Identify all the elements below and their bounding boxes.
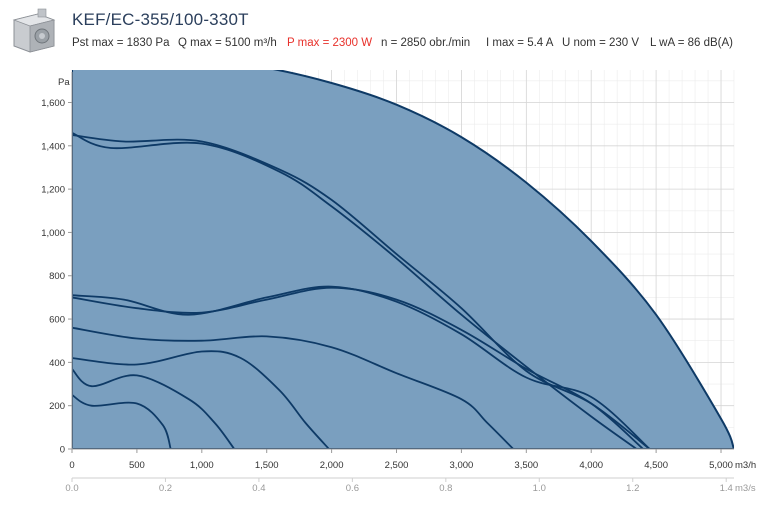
y-tick-label: 200 — [49, 401, 65, 412]
spec-p-max: P max = 2300 W — [287, 37, 373, 49]
axes — [71, 72, 734, 479]
performance-curve — [72, 350, 330, 449]
y-tick-label: 1,000 — [41, 228, 65, 239]
x2-tick-label: 0.8 — [439, 483, 452, 494]
x2-tick-label: 0.2 — [159, 483, 172, 494]
performance-curve — [72, 286, 644, 449]
performance-curve — [72, 394, 172, 449]
y-tick-label: 1,200 — [41, 185, 65, 196]
y-axis-ticks: 0 200 400 600 800 1,000 1,200 1,400 1,600 — [41, 98, 72, 456]
spec-n: n = 2850 obr./min — [381, 37, 471, 49]
performance-curve — [72, 368, 236, 449]
y-tick-label: 0 — [60, 445, 65, 456]
x2-tick-label: 1.4 — [720, 483, 733, 494]
x-tick-label: 4,000 — [579, 460, 603, 471]
x-tick-label: 2,000 — [320, 460, 344, 471]
x2-tick-label: 0.4 — [252, 483, 265, 494]
x-tick-label: 0 — [69, 460, 74, 471]
x-tick-label: 5,000 — [709, 460, 733, 471]
y-tick-label: 1,600 — [41, 98, 65, 109]
x-tick-label: 2,500 — [385, 460, 409, 471]
spec-u-nom: U nom = 230 V — [562, 37, 640, 49]
x-tick-label: 3,000 — [450, 460, 474, 471]
spec-pst-max: Pst max = 1830 Pa — [72, 37, 170, 49]
y-tick-label: 1,400 — [41, 141, 65, 152]
performance-curve — [72, 326, 514, 449]
x-tick-label: 500 — [129, 460, 145, 471]
product-thumbnail — [8, 8, 60, 54]
y-axis-label: Pa — [58, 77, 70, 88]
x2-tick-label: 1.0 — [533, 483, 546, 494]
x-tick-label: 4,500 — [644, 460, 668, 471]
x2-tick-label: 0.0 — [65, 483, 78, 494]
x2-tick-label: 0.6 — [346, 483, 359, 494]
x2-tick-label: 1.2 — [626, 483, 639, 494]
x-tick-label: 1,500 — [255, 460, 279, 471]
model-title: KEF/EC-355/100-330T — [72, 10, 249, 29]
spec-i-max: I max = 5.4 A — [486, 37, 554, 49]
performance-curves — [72, 131, 651, 449]
performance-curve — [72, 134, 651, 449]
x-axis-label: m3/h — [735, 460, 756, 471]
performance-curve — [72, 131, 638, 449]
y-tick-label: 600 — [49, 315, 65, 326]
y-tick-label: 800 — [49, 271, 65, 282]
x-tick-label: 1,000 — [190, 460, 214, 471]
y-tick-label: 400 — [49, 358, 65, 369]
x2-axis-label: m3/s — [735, 483, 756, 494]
spec-lwa: L wA = 86 dB(A) — [650, 37, 733, 49]
spec-q-max: Q max = 5100 m³/h — [178, 37, 277, 49]
x2-axis-ticks: 0.0 0.2 0.4 0.6 0.8 1.0 1.2 1.4 — [65, 478, 733, 494]
x-tick-label: 3,500 — [514, 460, 538, 471]
x-axis-ticks: 0 500 1,000 1,500 2,000 2,500 3,000 3,500 4,000 4… — [69, 449, 733, 471]
